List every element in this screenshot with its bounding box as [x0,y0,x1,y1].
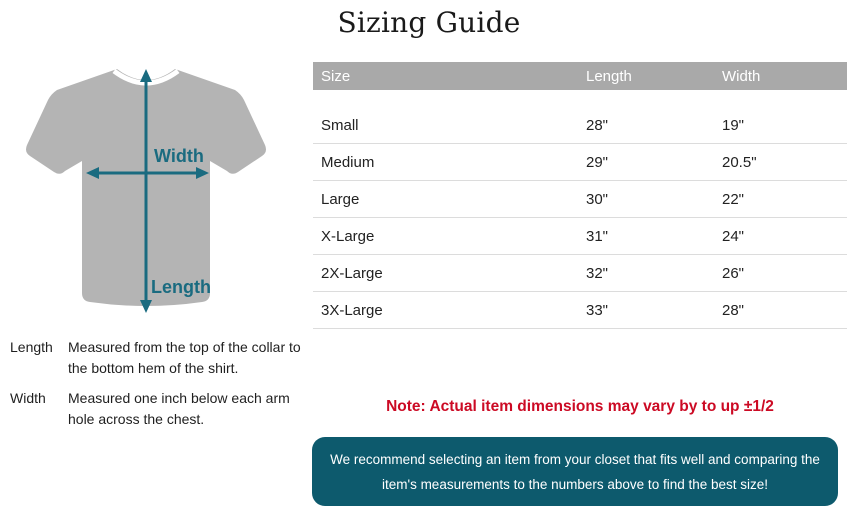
table-row: 3X-Large 33" 28" [313,292,847,329]
width-arrowhead-right [196,167,209,179]
table-row: Large 30" 22" [313,181,847,218]
column-header-length: Length [586,67,632,85]
sizing-table: Size Length Width Small 28" 19" Medium 2… [313,62,847,329]
size-cell: Large [321,190,360,208]
recommendation-text: We recommend selecting an item from your… [330,451,820,492]
recommendation-box: We recommend selecting an item from your… [312,437,838,506]
width-cell: 22" [722,190,745,208]
length-arrowhead-top [140,69,152,82]
size-cell: Medium [321,153,375,171]
size-cell: 3X-Large [321,301,383,319]
dimensions-note: Note: Actual item dimensions may vary by… [386,398,774,415]
definition-desc-width: Measured one inch below each arm hole ac… [68,390,290,427]
diagram-length-label: Length [151,277,211,297]
width-cell: 19" [722,116,745,134]
width-cell: 20.5" [722,153,757,171]
table-row: X-Large 31" 24" [313,218,847,255]
definition-term-width: Width [10,390,46,406]
length-cell: 33" [586,301,609,319]
column-header-width: Width [722,67,761,85]
tshirt-illustration: Width Length [26,68,266,313]
length-cell: 31" [586,227,609,245]
page-title: Sizing Guide [337,6,521,39]
length-cell: 32" [586,264,609,282]
width-arrowhead-left [86,167,99,179]
size-cell: Small [321,116,359,134]
definition-desc-length: Measured from the top of the collar to t… [68,339,301,376]
width-cell: 28" [722,301,745,319]
width-cell: 26" [722,264,745,282]
size-cell: 2X-Large [321,264,383,282]
tshirt-diagram: Width Length [0,50,300,330]
size-cell: X-Large [321,227,375,245]
table-header-row: Size Length Width [313,62,847,90]
column-header-size: Size [321,67,351,85]
table-row: 2X-Large 32" 26" [313,255,847,292]
definition-term-length: Length [10,339,53,355]
table-row: Medium 29" 20.5" [313,144,847,181]
length-cell: 29" [586,153,609,171]
diagram-width-label: Width [154,146,204,166]
measurement-definitions: Length Measured from the top of the coll… [10,337,303,430]
length-arrowhead-bottom [140,300,152,313]
width-cell: 24" [722,227,745,245]
length-cell: 28" [586,116,609,134]
length-cell: 30" [586,190,609,208]
table-row: Small 28" 19" [313,90,847,144]
